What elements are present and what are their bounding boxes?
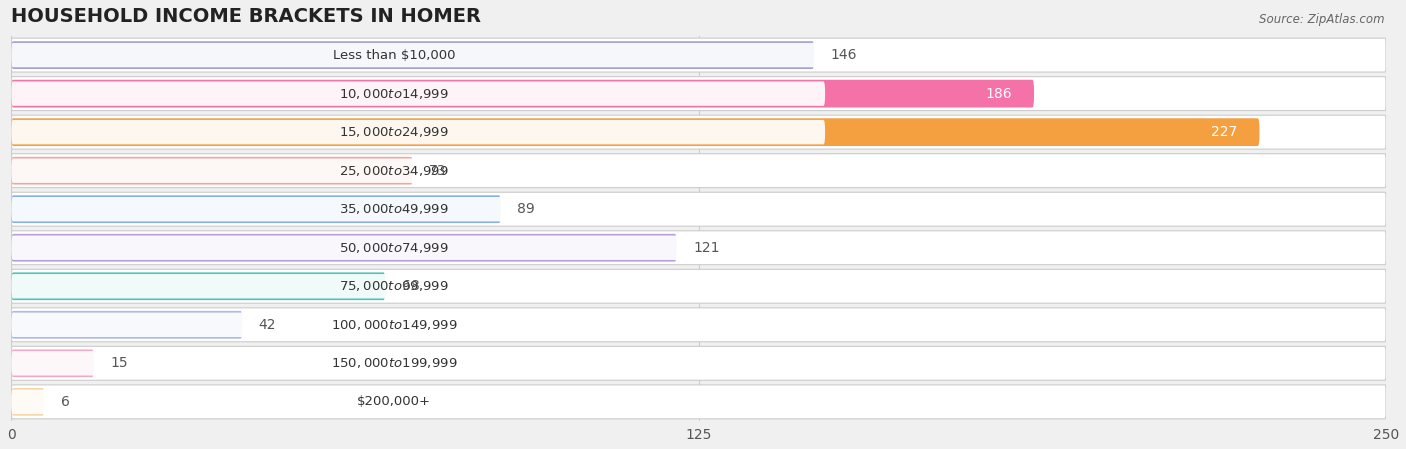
FancyBboxPatch shape xyxy=(11,41,814,69)
Text: 227: 227 xyxy=(1211,125,1237,139)
Text: $100,000 to $149,999: $100,000 to $149,999 xyxy=(330,318,457,332)
FancyBboxPatch shape xyxy=(11,388,45,416)
Text: 186: 186 xyxy=(986,87,1012,101)
Text: 121: 121 xyxy=(693,241,720,255)
FancyBboxPatch shape xyxy=(11,81,825,106)
Text: Source: ZipAtlas.com: Source: ZipAtlas.com xyxy=(1260,13,1385,26)
FancyBboxPatch shape xyxy=(11,349,94,377)
Text: HOUSEHOLD INCOME BRACKETS IN HOMER: HOUSEHOLD INCOME BRACKETS IN HOMER xyxy=(11,7,481,26)
FancyBboxPatch shape xyxy=(11,308,1386,342)
FancyBboxPatch shape xyxy=(11,236,825,260)
Text: Less than $10,000: Less than $10,000 xyxy=(333,48,456,62)
Text: $15,000 to $24,999: $15,000 to $24,999 xyxy=(339,125,449,139)
Text: $25,000 to $34,999: $25,000 to $34,999 xyxy=(339,164,449,178)
FancyBboxPatch shape xyxy=(11,231,1386,265)
FancyBboxPatch shape xyxy=(11,195,501,223)
FancyBboxPatch shape xyxy=(11,385,1386,419)
Text: $75,000 to $99,999: $75,000 to $99,999 xyxy=(339,279,449,293)
FancyBboxPatch shape xyxy=(11,157,413,185)
FancyBboxPatch shape xyxy=(11,38,1386,72)
FancyBboxPatch shape xyxy=(11,313,825,337)
FancyBboxPatch shape xyxy=(11,234,676,262)
Text: 146: 146 xyxy=(831,48,858,62)
FancyBboxPatch shape xyxy=(11,390,825,414)
Text: $150,000 to $199,999: $150,000 to $199,999 xyxy=(330,357,457,370)
FancyBboxPatch shape xyxy=(11,269,1386,303)
FancyBboxPatch shape xyxy=(11,118,1260,146)
FancyBboxPatch shape xyxy=(11,158,825,183)
FancyBboxPatch shape xyxy=(11,351,825,375)
Text: 42: 42 xyxy=(259,318,276,332)
FancyBboxPatch shape xyxy=(11,192,1386,226)
FancyBboxPatch shape xyxy=(11,197,825,221)
FancyBboxPatch shape xyxy=(11,115,1386,149)
FancyBboxPatch shape xyxy=(11,346,1386,380)
Text: 15: 15 xyxy=(110,357,128,370)
Text: 89: 89 xyxy=(517,202,534,216)
Text: 73: 73 xyxy=(429,164,447,178)
FancyBboxPatch shape xyxy=(11,43,825,67)
FancyBboxPatch shape xyxy=(11,120,825,145)
Text: $50,000 to $74,999: $50,000 to $74,999 xyxy=(339,241,449,255)
FancyBboxPatch shape xyxy=(11,274,825,299)
FancyBboxPatch shape xyxy=(11,273,385,300)
Text: 68: 68 xyxy=(402,279,419,293)
FancyBboxPatch shape xyxy=(11,311,242,339)
Text: $35,000 to $49,999: $35,000 to $49,999 xyxy=(339,202,449,216)
Text: 6: 6 xyxy=(60,395,70,409)
Text: $200,000+: $200,000+ xyxy=(357,396,430,408)
FancyBboxPatch shape xyxy=(11,154,1386,188)
Text: $10,000 to $14,999: $10,000 to $14,999 xyxy=(339,87,449,101)
FancyBboxPatch shape xyxy=(11,77,1386,110)
FancyBboxPatch shape xyxy=(11,80,1033,107)
